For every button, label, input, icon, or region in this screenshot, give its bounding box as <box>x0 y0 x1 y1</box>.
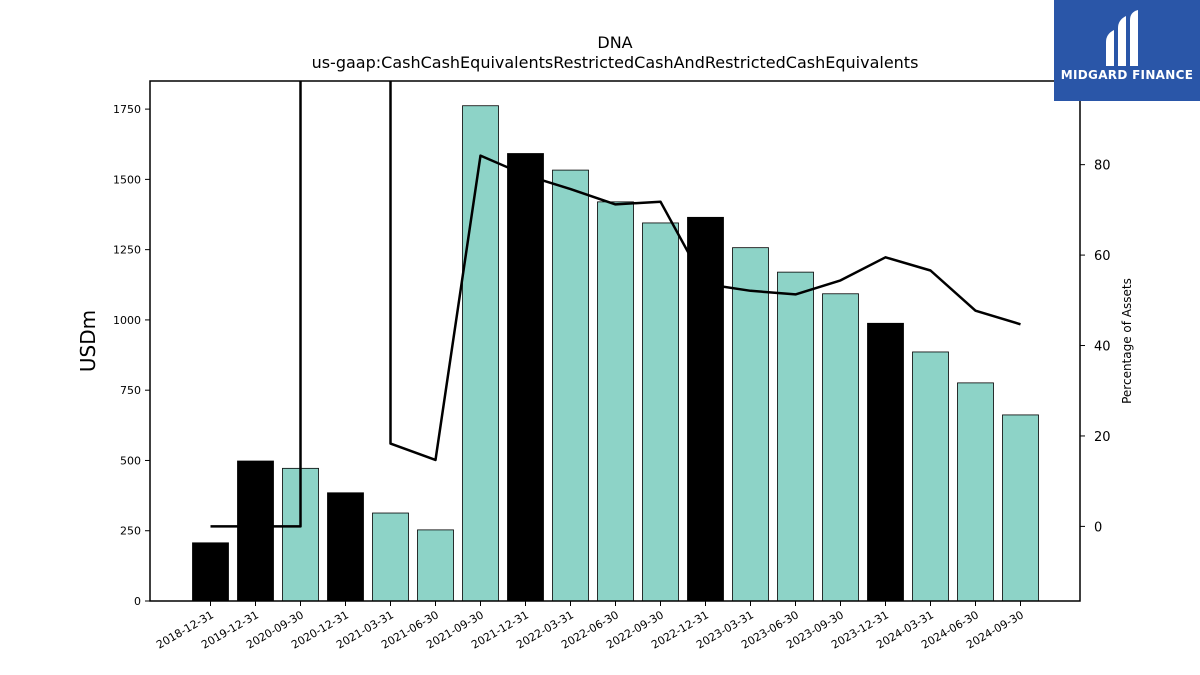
bar-2019-12-31 <box>237 460 274 602</box>
y-tick-label: 0 <box>134 595 141 608</box>
y-tick-label: 500 <box>120 454 141 467</box>
y2-tick-label: 80 <box>1094 159 1111 174</box>
bar-2022-12-31 <box>687 216 724 602</box>
logo-mark-icon <box>1106 10 1138 66</box>
chart-title: DNA <box>597 33 632 52</box>
bar-2018-12-31 <box>192 542 229 602</box>
bar-2021-06-30 <box>417 529 454 602</box>
bars-group <box>192 105 1039 602</box>
y2-tick-label: 0 <box>1094 520 1102 535</box>
bar-2023-12-31 <box>867 322 904 602</box>
y-tick-label: 1250 <box>113 244 141 257</box>
bar-2022-03-31 <box>552 169 589 602</box>
y2-tick-label: 60 <box>1094 249 1111 264</box>
chart-subtitle: us-gaap:CashCashEquivalentsRestrictedCas… <box>312 53 919 72</box>
bar-2024-09-30 <box>1002 414 1039 602</box>
y-tick-label: 1000 <box>113 314 141 327</box>
y-tick-label: 1500 <box>113 173 141 186</box>
bar-2022-09-30 <box>642 222 679 602</box>
bar-2021-12-31 <box>507 153 544 602</box>
bar-2023-03-31 <box>732 247 769 602</box>
y2-tick-label: 20 <box>1094 430 1111 445</box>
y2-tick-label: 40 <box>1094 340 1111 355</box>
bar-2021-09-30 <box>462 105 499 602</box>
y-tick-label: 250 <box>120 525 141 538</box>
bar-2023-09-30 <box>822 293 859 602</box>
line-group <box>210 81 1021 528</box>
bar-2022-06-30 <box>597 201 634 602</box>
y-tick-label: 1750 <box>113 103 141 116</box>
y-tick-label: 750 <box>120 384 141 397</box>
bar-2020-12-31 <box>327 492 364 602</box>
bar-2021-03-31 <box>372 512 409 602</box>
line-segment-2 <box>389 81 1021 462</box>
y-axis-label: USDm <box>76 310 100 372</box>
bar-2023-06-30 <box>777 271 814 602</box>
line-segment-1 <box>210 81 302 528</box>
midgard-finance-logo: MIDGARD FINANCE <box>1054 0 1200 101</box>
y2-axis-label: Percentage of Assets <box>1120 278 1134 404</box>
logo-text: MIDGARD FINANCE <box>1060 68 1194 82</box>
bar-2024-03-31 <box>912 351 949 602</box>
bar-2024-06-30 <box>957 382 994 602</box>
